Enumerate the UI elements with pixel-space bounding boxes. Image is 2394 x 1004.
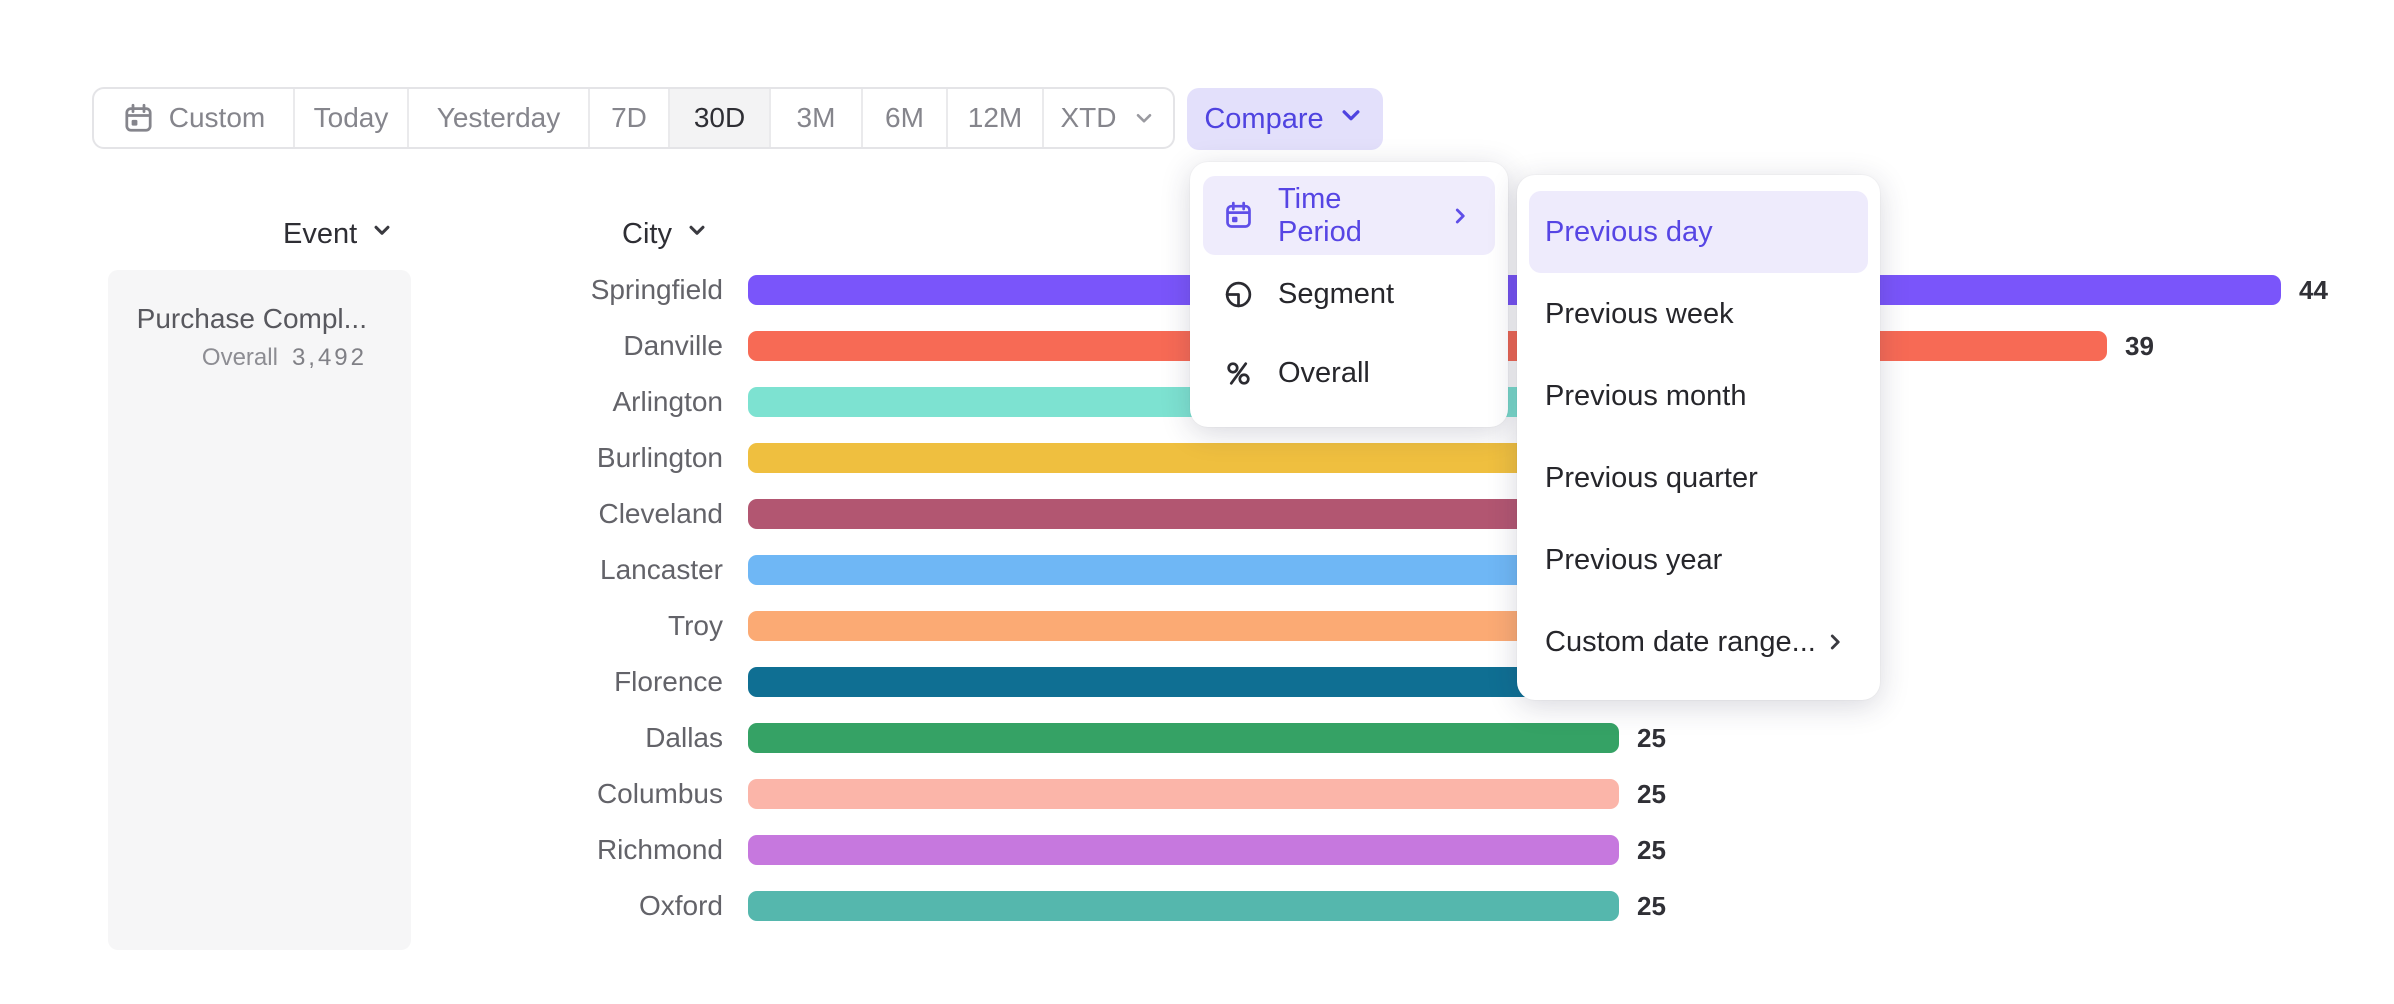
bar-label-dallas: Dallas bbox=[645, 722, 723, 753]
segment-icon bbox=[1225, 281, 1252, 308]
date-range-30d[interactable]: 30D bbox=[668, 89, 769, 147]
date-range-7d[interactable]: 7D bbox=[588, 89, 668, 147]
date-range-12m[interactable]: 12M bbox=[946, 89, 1042, 147]
date-range-xtd[interactable]: XTD bbox=[1042, 89, 1173, 147]
bar-label-richmond: Richmond bbox=[596, 834, 723, 865]
date-range-custom[interactable]: Custom bbox=[94, 89, 293, 147]
date-range-today[interactable]: Today bbox=[293, 89, 407, 147]
bar-value-richmond: 25 bbox=[1637, 835, 1666, 865]
date-range-toolbar: Custom Today Yesterday 7D 30D 3M 6M 12M XTD bbox=[92, 87, 1175, 149]
bar-troy[interactable] bbox=[748, 611, 1654, 641]
date-range-label: Custom bbox=[168, 102, 266, 133]
menu-item-previous-quarter[interactable]: Previous quarter bbox=[1529, 437, 1868, 519]
bar-label-arlington: Arlington bbox=[612, 386, 723, 417]
bar-label-florence: Florence bbox=[614, 666, 723, 697]
menu-item-label: Previous day bbox=[1545, 215, 1713, 248]
event-panel: Purchase Compl... Overall 3,492 bbox=[108, 270, 411, 950]
menu-item-custom-date-range[interactable]: Custom date range... bbox=[1529, 601, 1868, 683]
menu-item-previous-year[interactable]: Previous year bbox=[1529, 519, 1868, 601]
menu-item-label: Segment bbox=[1278, 278, 1395, 310]
compare-button[interactable]: Compare bbox=[1187, 88, 1383, 150]
bar-dallas[interactable] bbox=[748, 723, 1619, 753]
bar-columbus[interactable] bbox=[748, 779, 1619, 809]
bar-richmond[interactable] bbox=[748, 835, 1619, 865]
date-range-label: 6M bbox=[885, 102, 924, 133]
bar-label-columbus: Columbus bbox=[596, 778, 723, 809]
menu-item-label: Time Period bbox=[1278, 182, 1362, 248]
overall-label: Overall bbox=[201, 344, 278, 371]
menu-item-label: Overall bbox=[1278, 357, 1370, 389]
city-column-label: City bbox=[622, 217, 672, 250]
menu-item-overall[interactable]: Overall bbox=[1203, 334, 1495, 413]
menu-item-segment[interactable]: Segment bbox=[1203, 255, 1495, 334]
date-range-3m[interactable]: 3M bbox=[769, 89, 861, 147]
bar-value-columbus: 25 bbox=[1637, 779, 1666, 809]
date-range-label: 7D bbox=[611, 102, 647, 133]
menu-item-label: Previous quarter bbox=[1545, 461, 1758, 494]
bar-label-springfield: Springfield bbox=[590, 274, 723, 305]
chevron-down-icon bbox=[369, 217, 395, 251]
date-range-label: XTD bbox=[1060, 102, 1117, 133]
chevron-down-icon bbox=[684, 217, 710, 251]
bar-label-oxford: Oxford bbox=[638, 890, 723, 921]
chevron-down-icon bbox=[1136, 113, 1151, 123]
chevron-right-icon bbox=[1830, 634, 1840, 650]
bar-springfield[interactable] bbox=[748, 275, 2281, 305]
chevron-down-icon bbox=[1342, 110, 1360, 121]
bar-label-burlington: Burlington bbox=[596, 442, 723, 473]
bar-florence[interactable] bbox=[748, 667, 1619, 697]
event-column-header[interactable]: Event bbox=[283, 218, 395, 250]
bar-label-troy: Troy bbox=[668, 610, 723, 641]
bar-oxford[interactable] bbox=[748, 891, 1619, 921]
menu-item-time-period[interactable]: Time Period bbox=[1203, 176, 1495, 255]
compare-button-label: Compare bbox=[1204, 102, 1324, 135]
date-range-label: Yesterday bbox=[436, 102, 561, 133]
bar-label-lancaster: Lancaster bbox=[600, 554, 723, 585]
chevron-down-icon bbox=[689, 225, 705, 235]
bar-label-danville: Danville bbox=[623, 330, 723, 361]
menu-item-label: Previous year bbox=[1545, 543, 1723, 576]
date-range-yesterday[interactable]: Yesterday bbox=[407, 89, 588, 147]
menu-item-previous-day[interactable]: Previous day bbox=[1529, 191, 1868, 273]
bar-label-cleveland: Cleveland bbox=[598, 498, 723, 529]
menu-item-label: Custom date range... bbox=[1545, 625, 1816, 658]
bar-value-danville: 39 bbox=[2125, 331, 2154, 361]
calendar-icon bbox=[125, 103, 152, 132]
date-range-label: 12M bbox=[967, 102, 1023, 133]
event-card-purchase-completed[interactable]: Purchase Compl... Overall 3,492 bbox=[137, 302, 367, 372]
chevron-down-icon bbox=[1336, 100, 1366, 138]
event-overall-row: Overall 3,492 bbox=[137, 344, 367, 372]
date-range-6m[interactable]: 6M bbox=[861, 89, 946, 147]
time-period-submenu: Previous day Previous week Previous month P… bbox=[1517, 175, 1880, 700]
date-range-label: 30D bbox=[693, 102, 746, 133]
chevron-down-icon bbox=[374, 225, 390, 235]
menu-item-previous-week[interactable]: Previous week bbox=[1529, 273, 1868, 355]
bar-value-dallas: 25 bbox=[1637, 723, 1666, 753]
city-column-header[interactable]: City bbox=[622, 218, 710, 250]
date-range-label: 3M bbox=[796, 102, 836, 133]
event-column-label: Event bbox=[283, 217, 358, 250]
date-range-label: Today bbox=[313, 102, 389, 133]
event-name: Purchase Compl... bbox=[136, 303, 367, 334]
menu-item-label: Previous month bbox=[1545, 379, 1747, 412]
compare-dropdown-menu: Time Period Segment Overall bbox=[1190, 162, 1508, 427]
menu-item-label: Previous week bbox=[1545, 297, 1734, 330]
bar-value-springfield: 44 bbox=[2299, 275, 2328, 305]
calendar-icon bbox=[1226, 201, 1251, 228]
overall-value: 3,492 bbox=[291, 344, 367, 371]
menu-item-previous-month[interactable]: Previous month bbox=[1529, 355, 1868, 437]
chevron-right-icon bbox=[1455, 208, 1465, 223]
bar-value-oxford: 25 bbox=[1637, 891, 1666, 921]
percent-icon bbox=[1227, 362, 1250, 385]
